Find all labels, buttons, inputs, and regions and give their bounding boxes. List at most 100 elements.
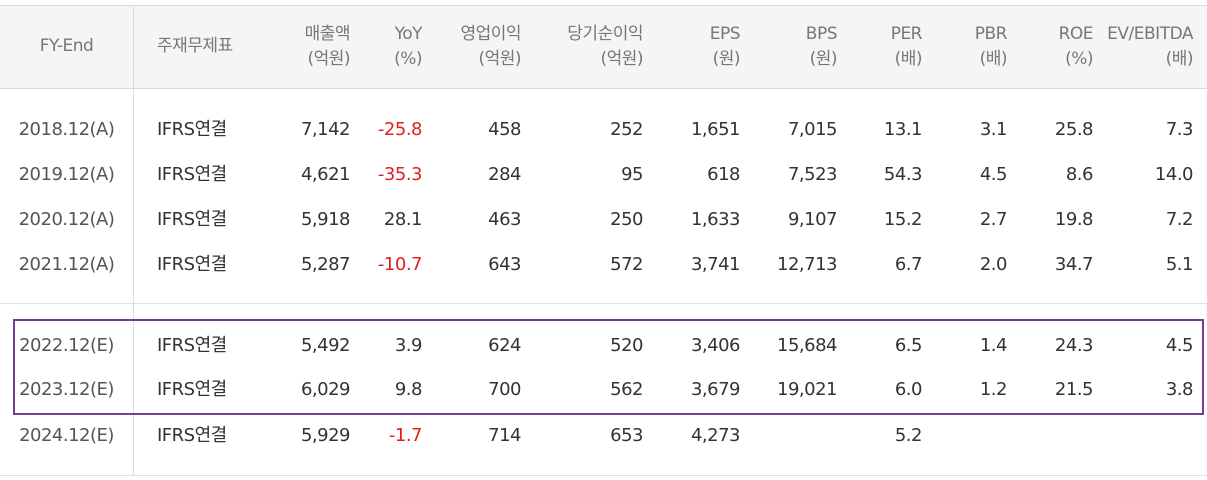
net-income-cell: 572	[610, 254, 643, 275]
table-row: 2020.12(A) IFRS연결 5,918 28.1 463 250 1,6…	[0, 205, 1207, 235]
eps-cell: 3,406	[690, 335, 741, 356]
per-cell: 6.7	[894, 254, 923, 275]
actual-estimate-separator	[0, 303, 1207, 304]
pbr-cell: 1.4	[979, 335, 1008, 356]
net-income-cell: 520	[610, 335, 643, 356]
net-income-cell: 95	[621, 164, 643, 185]
roe-cell: 8.6	[1065, 164, 1094, 185]
roe-cell: 24.3	[1054, 335, 1094, 356]
operating-income-cell: 700	[488, 379, 521, 400]
eps-cell: 618	[707, 164, 740, 185]
header-yoy: YoY (%)	[394, 24, 422, 69]
statement-cell: IFRS연결	[157, 335, 227, 356]
header-bps: BPS (원)	[805, 24, 838, 69]
yoy-cell: 9.8	[394, 379, 423, 400]
table-top-border	[0, 5, 1207, 6]
ev-ebitda-cell: 3.8	[1165, 379, 1194, 400]
sales-cell: 5,492	[300, 335, 351, 356]
ev-ebitda-cell: 5.1	[1165, 254, 1194, 275]
roe-cell: 25.8	[1054, 119, 1094, 140]
year-cell: 2023.12(E)	[19, 379, 114, 400]
ev-ebitda-cell: 7.2	[1165, 209, 1194, 230]
pbr-cell: 2.7	[979, 209, 1008, 230]
sales-cell: 6,029	[300, 379, 351, 400]
pbr-cell: 1.2	[979, 379, 1008, 400]
sales-cell: 5,287	[300, 254, 351, 275]
per-cell: 6.5	[894, 335, 923, 356]
table-row: 2019.12(A) IFRS연결 4,621 -35.3 284 95 618…	[0, 160, 1207, 190]
sales-cell: 5,918	[300, 209, 351, 230]
header-divider	[0, 88, 1207, 89]
pbr-cell: 3.1	[979, 119, 1008, 140]
bps-cell: 7,523	[787, 164, 838, 185]
operating-income-cell: 463	[488, 209, 521, 230]
roe-cell: 21.5	[1054, 379, 1094, 400]
sales-cell: 5,929	[300, 425, 351, 446]
sales-cell: 7,142	[300, 119, 351, 140]
year-cell: 2024.12(E)	[19, 425, 114, 446]
operating-income-cell: 714	[488, 425, 521, 446]
header-operating-income: 영업이익 (억원)	[460, 24, 521, 69]
net-income-cell: 250	[610, 209, 643, 230]
table-row: 2022.12(E) IFRS연결 5,492 3.9 624 520 3,40…	[0, 331, 1207, 361]
table-row: 2023.12(E) IFRS연결 6,029 9.8 700 562 3,67…	[0, 375, 1207, 405]
bps-cell: 7,015	[787, 119, 838, 140]
bps-cell: 9,107	[787, 209, 838, 230]
per-cell: 15.2	[883, 209, 923, 230]
year-cell: 2021.12(A)	[18, 254, 115, 275]
year-column-divider	[133, 6, 134, 476]
estimate-highlight-box	[13, 319, 1204, 415]
header-ev-ebitda: EV/EBITDA (배)	[1107, 24, 1193, 69]
table-row: 2021.12(A) IFRS연결 5,287 -10.7 643 572 3,…	[0, 250, 1207, 280]
statement-cell: IFRS연결	[157, 119, 227, 140]
ev-ebitda-cell: 14.0	[1154, 164, 1194, 185]
table-row: 2018.12(A) IFRS연결 7,142 -25.8 458 252 1,…	[0, 115, 1207, 145]
bps-cell: 12,713	[777, 254, 837, 275]
yoy-cell: 3.9	[394, 335, 423, 356]
header-sales: 매출액 (억원)	[304, 24, 351, 69]
ev-ebitda-cell: 4.5	[1165, 335, 1194, 356]
eps-cell: 3,679	[690, 379, 741, 400]
statement-cell: IFRS연결	[157, 209, 227, 230]
roe-cell: 19.8	[1054, 209, 1094, 230]
eps-cell: 1,651	[690, 119, 741, 140]
table-row: 2024.12(E) IFRS연결 5,929 -1.7 714 653 4,2…	[0, 421, 1207, 451]
per-cell: 6.0	[894, 379, 923, 400]
header-pbr: PBR (배)	[974, 24, 1008, 69]
yoy-cell: -10.7	[377, 254, 423, 275]
ev-ebitda-cell: 7.3	[1165, 119, 1194, 140]
header-statement: 주재무제표	[157, 36, 233, 56]
yoy-cell: 28.1	[383, 209, 423, 230]
operating-income-cell: 624	[488, 335, 521, 356]
eps-cell: 1,633	[690, 209, 741, 230]
statement-cell: IFRS연결	[157, 164, 227, 185]
header-eps: EPS (원)	[709, 24, 741, 69]
year-cell: 2019.12(A)	[18, 164, 115, 185]
net-income-cell: 653	[610, 425, 643, 446]
eps-cell: 3,741	[690, 254, 741, 275]
table-bottom-border	[0, 475, 1207, 476]
pbr-cell: 4.5	[979, 164, 1008, 185]
net-income-cell: 252	[610, 119, 643, 140]
header-per: PER (배)	[890, 24, 923, 69]
year-cell: 2022.12(E)	[19, 335, 114, 356]
eps-cell: 4,273	[690, 425, 741, 446]
table-header	[0, 6, 1207, 88]
operating-income-cell: 284	[488, 164, 521, 185]
statement-cell: IFRS연결	[157, 425, 227, 446]
per-cell: 54.3	[883, 164, 923, 185]
year-cell: 2018.12(A)	[18, 119, 115, 140]
statement-cell: IFRS연결	[157, 254, 227, 275]
roe-cell: 34.7	[1054, 254, 1094, 275]
per-cell: 13.1	[883, 119, 923, 140]
header-roe: ROE (%)	[1058, 24, 1094, 69]
sales-cell: 4,621	[300, 164, 351, 185]
yoy-cell: -1.7	[388, 425, 423, 446]
header-fy-end: FY-End	[39, 36, 94, 56]
operating-income-cell: 458	[488, 119, 521, 140]
yoy-cell: -35.3	[377, 164, 423, 185]
per-cell: 5.2	[894, 425, 923, 446]
year-cell: 2020.12(A)	[18, 209, 115, 230]
bps-cell: 19,021	[777, 379, 837, 400]
statement-cell: IFRS연결	[157, 379, 227, 400]
